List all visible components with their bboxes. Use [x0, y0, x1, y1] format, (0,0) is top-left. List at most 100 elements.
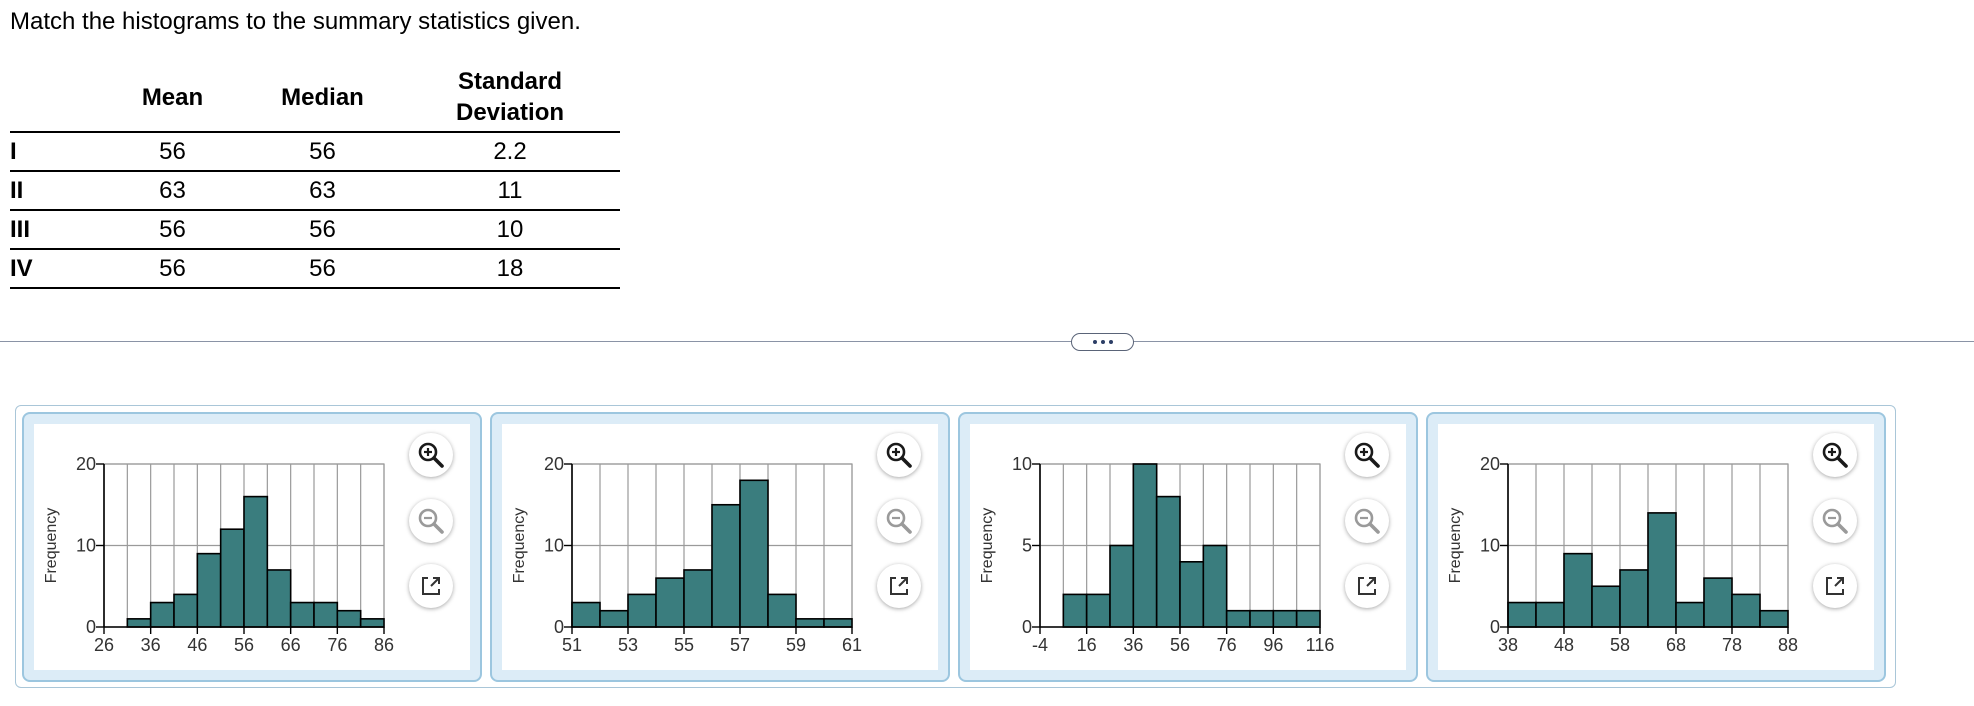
histogram-bar	[1179, 561, 1205, 628]
open-in-new-window-icon	[1826, 577, 1844, 595]
histogram-bar	[1507, 601, 1537, 628]
histogram-bar	[1591, 585, 1621, 628]
header-standard-deviation: Standard Deviation	[400, 63, 620, 132]
table-row: II 63 63 11	[10, 170, 620, 210]
histogram-bar	[1759, 609, 1789, 628]
histogram-bar	[173, 593, 199, 628]
histogram-panel[interactable]: 0 10 20 51 53 55 57 59 61 Frequency	[490, 412, 950, 682]
mean-value: 63	[100, 170, 245, 210]
zoom-in-button[interactable]	[877, 433, 921, 477]
y-axis-label: Frequency	[43, 508, 60, 584]
x-tick-label: 48	[1554, 635, 1574, 655]
median-value: 56	[245, 131, 400, 171]
histogram-bar	[599, 609, 629, 628]
histogram-chart: 0 10 20 26 36 46 56 66 76 86 Frequency	[43, 454, 394, 655]
zoom-in-button[interactable]	[1345, 433, 1389, 477]
histogram-bar	[359, 618, 385, 628]
median-value: 56	[245, 209, 400, 249]
table-row: III 56 56 10	[10, 209, 620, 249]
header-sd-line1: Standard	[457, 68, 562, 95]
x-tick-label: 66	[281, 635, 301, 655]
zoom-out-button[interactable]	[1345, 499, 1389, 543]
x-tick-label: 56	[234, 635, 254, 655]
zoom-out-button[interactable]	[409, 499, 453, 543]
y-tick-label: 10	[1012, 454, 1032, 474]
summary-statistics-table: Mean Median Standard Deviation I 56 56 2…	[10, 63, 620, 289]
histogram-bar	[219, 528, 245, 628]
sd-value: 2.2	[400, 131, 620, 171]
zoom-in-button[interactable]	[409, 433, 453, 477]
section-divider	[0, 341, 1974, 342]
zoom-out-icon	[886, 508, 912, 534]
y-tick-label: 20	[76, 454, 96, 474]
x-tick-label: 53	[618, 635, 638, 655]
histogram-bar	[795, 618, 825, 628]
histogram-chart: 0 10 20 38 48 58 68 78 88 Frequency	[1447, 454, 1798, 655]
mean-value: 56	[100, 248, 245, 289]
histogram-bar	[823, 618, 853, 628]
histogram-bar	[336, 609, 362, 628]
histogram-bar	[149, 601, 175, 628]
mean-value: 56	[100, 131, 245, 171]
expander-button[interactable]	[1071, 333, 1134, 351]
zoom-in-icon	[418, 442, 444, 468]
histogram-card: 0 10 20 51 53 55 57 59 61 Frequency	[502, 424, 938, 670]
histogram-bar	[655, 577, 685, 628]
x-tick-label: 86	[374, 635, 394, 655]
histogram-bar	[1109, 544, 1135, 628]
histogram-bar	[627, 593, 657, 628]
open-in-new-window-button[interactable]	[409, 564, 453, 608]
y-tick-label: 0	[86, 617, 96, 637]
histogram-bar	[571, 601, 601, 628]
zoom-in-button[interactable]	[1813, 433, 1857, 477]
histogram-card: 0 10 20 26 36 46 56 66 76 86 Frequency	[34, 424, 470, 670]
open-in-new-window-button[interactable]	[1813, 564, 1857, 608]
histogram-card: 0 10 20 38 48 58 68 78 88 Frequency	[1438, 424, 1874, 670]
histogram-bar	[1202, 544, 1228, 628]
header-median: Median	[281, 83, 364, 111]
row-label: III	[10, 209, 100, 249]
histogram-bar	[126, 618, 152, 628]
open-in-new-window-button[interactable]	[877, 564, 921, 608]
header-blank	[10, 63, 100, 132]
y-tick-label: 0	[554, 617, 564, 637]
header-mean: Mean	[141, 83, 204, 111]
histogram-bar	[1619, 569, 1649, 628]
x-tick-label: 56	[1170, 635, 1190, 655]
zoom-in-icon	[886, 442, 912, 468]
more-dots-icon	[1100, 340, 1105, 344]
open-in-new-window-icon	[422, 577, 440, 595]
y-tick-label: 10	[544, 536, 564, 556]
histogram-bar	[1295, 609, 1321, 628]
histogram-panel[interactable]: 0 10 20 38 48 58 68 78 88 Frequency	[1426, 412, 1886, 682]
more-dots-icon	[1108, 340, 1113, 344]
x-tick-label: 26	[94, 635, 114, 655]
histogram-bar	[243, 495, 269, 628]
sd-value: 10	[400, 209, 620, 249]
zoom-out-button[interactable]	[877, 499, 921, 543]
open-in-new-window-button[interactable]	[1345, 564, 1389, 608]
histogram-bar	[1675, 601, 1705, 628]
y-tick-label: 20	[1480, 454, 1500, 474]
histogram-bar	[767, 593, 797, 628]
x-tick-label: 76	[1217, 635, 1237, 655]
histogram-bar	[1249, 609, 1275, 628]
row-label: IV	[10, 248, 100, 289]
x-tick-label: 116	[1306, 635, 1335, 655]
y-tick-label: 10	[1480, 536, 1500, 556]
zoom-out-icon	[1354, 508, 1380, 534]
histogram-choices-container	[15, 405, 1896, 688]
zoom-out-button[interactable]	[1813, 499, 1857, 543]
mean-value: 56	[100, 209, 245, 249]
histogram-chart: 0 5 10 -4 16 36 56 76 96 116 Frequency	[979, 454, 1335, 655]
more-dots-icon	[1092, 340, 1097, 344]
histogram-panel[interactable]: 0 5 10 -4 16 36 56 76 96 116 Frequency	[958, 412, 1418, 682]
histogram-panel[interactable]: 0 10 20 26 36 46 56 66 76 86 Frequency	[22, 412, 482, 682]
x-tick-label: -4	[1032, 635, 1048, 655]
histogram-card: 0 5 10 -4 16 36 56 76 96 116 Frequency	[970, 424, 1406, 670]
zoom-out-icon	[418, 508, 444, 534]
table-row: IV 56 56 18	[10, 248, 620, 289]
histogram-bar	[683, 569, 713, 628]
x-tick-label: 38	[1498, 635, 1518, 655]
row-label: II	[10, 170, 100, 210]
